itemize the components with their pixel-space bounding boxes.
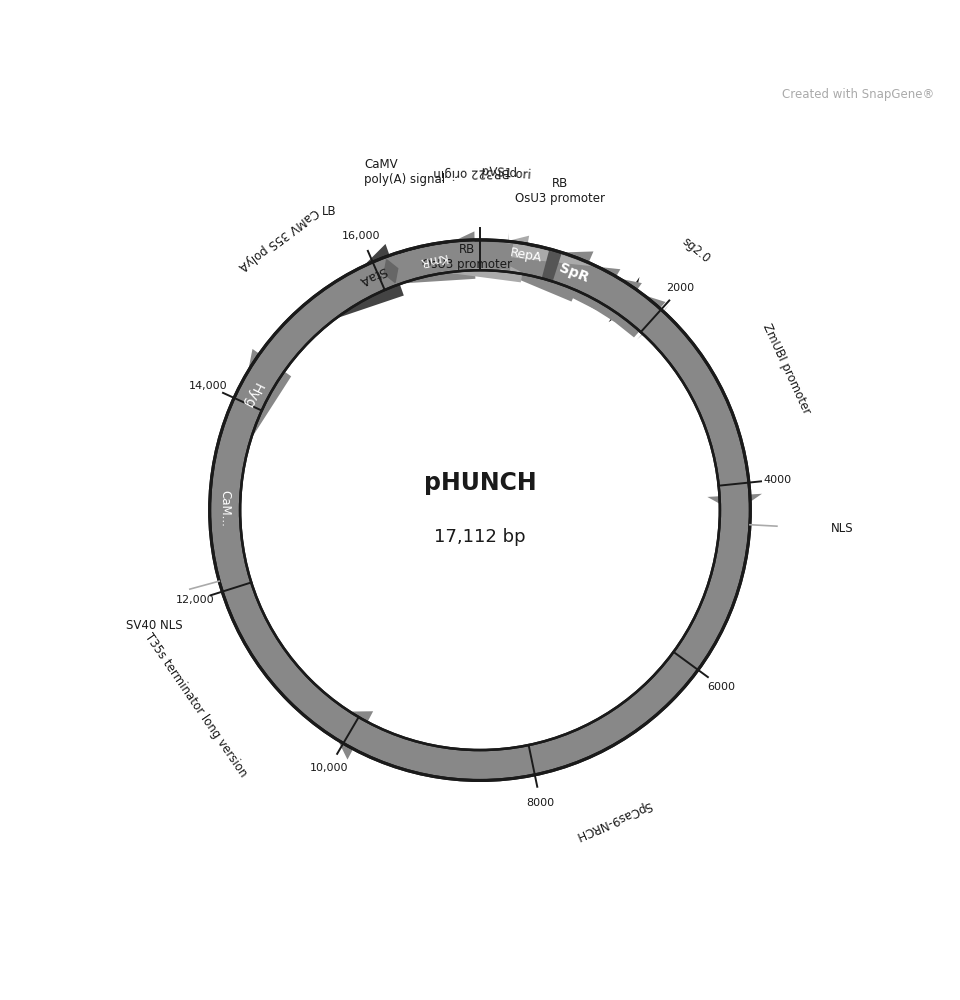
Text: KmR: KmR: [417, 250, 447, 269]
Polygon shape: [212, 242, 748, 778]
Text: NLS: NLS: [831, 522, 853, 535]
Polygon shape: [721, 519, 748, 529]
Polygon shape: [384, 260, 397, 282]
Polygon shape: [209, 251, 751, 780]
Text: pBR322 origin: pBR322 origin: [434, 165, 517, 179]
Polygon shape: [625, 295, 669, 340]
Text: 6000: 6000: [707, 682, 735, 692]
Polygon shape: [209, 240, 751, 780]
Text: SpCas9-NRCH: SpCas9-NRCH: [573, 798, 654, 843]
Polygon shape: [221, 578, 333, 724]
Polygon shape: [209, 240, 751, 780]
Text: Created with SnapGene®: Created with SnapGene®: [781, 88, 934, 101]
Polygon shape: [220, 569, 248, 586]
Text: ZmUBI promoter: ZmUBI promoter: [760, 321, 813, 416]
Text: 16,000: 16,000: [342, 231, 381, 241]
Text: 12,000: 12,000: [176, 595, 214, 605]
Polygon shape: [644, 313, 762, 512]
Polygon shape: [212, 242, 748, 778]
Polygon shape: [212, 231, 748, 778]
Polygon shape: [506, 241, 639, 322]
Polygon shape: [212, 242, 748, 778]
Polygon shape: [485, 233, 509, 280]
Text: CaM...: CaM...: [218, 490, 231, 527]
Text: Hyg: Hyg: [240, 380, 264, 411]
Text: LB: LB: [322, 205, 336, 218]
Polygon shape: [324, 534, 749, 780]
Text: 17,112 bp: 17,112 bp: [434, 528, 526, 546]
Text: T35s terminator long version: T35s terminator long version: [142, 630, 250, 779]
Polygon shape: [214, 242, 748, 778]
Text: 14,000: 14,000: [189, 381, 228, 391]
Text: RepA: RepA: [509, 247, 543, 265]
Polygon shape: [355, 263, 383, 298]
Text: 4000: 4000: [763, 475, 791, 485]
Polygon shape: [212, 236, 748, 778]
Text: 2000: 2000: [666, 283, 694, 293]
Polygon shape: [541, 249, 562, 281]
Text: sg2.0: sg2.0: [680, 235, 712, 266]
Text: StaA: StaA: [356, 263, 388, 287]
Text: RB
OsU3 promoter: RB OsU3 promoter: [516, 177, 606, 205]
Text: CaMV
poly(A) signal: CaMV poly(A) signal: [364, 158, 445, 186]
Text: SpR: SpR: [557, 261, 590, 285]
Text: SV40 NLS: SV40 NLS: [126, 619, 182, 632]
Text: CaMV 35S polyA: CaMV 35S polyA: [236, 205, 321, 273]
Text: pHUNCH: pHUNCH: [423, 471, 537, 495]
Text: 8000: 8000: [526, 798, 555, 808]
Text: 10,000: 10,000: [310, 763, 348, 773]
Text: RB
OsU3 promoter: RB OsU3 promoter: [421, 243, 512, 271]
Text: pVS1 ori: pVS1 ori: [481, 165, 532, 182]
